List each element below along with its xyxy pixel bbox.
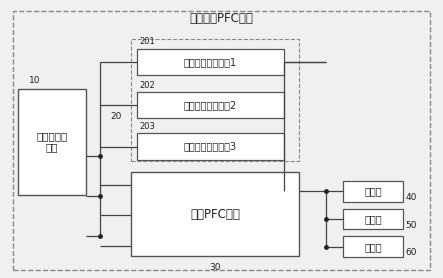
FancyBboxPatch shape — [18, 89, 86, 195]
Text: 共模干扰返回支路3: 共模干扰返回支路3 — [184, 142, 237, 152]
FancyBboxPatch shape — [137, 92, 284, 118]
FancyBboxPatch shape — [131, 172, 299, 256]
FancyBboxPatch shape — [137, 133, 284, 160]
FancyBboxPatch shape — [343, 208, 403, 229]
Text: 202: 202 — [140, 81, 155, 90]
Text: 50: 50 — [405, 221, 417, 230]
FancyBboxPatch shape — [343, 181, 403, 202]
Text: 三相电源输
入端: 三相电源输 入端 — [36, 131, 68, 153]
FancyBboxPatch shape — [343, 236, 403, 257]
Text: 正母线: 正母线 — [365, 186, 382, 196]
Text: 203: 203 — [140, 122, 155, 131]
Text: 40: 40 — [405, 193, 417, 202]
Text: 半母线: 半母线 — [365, 214, 382, 224]
Text: 30: 30 — [209, 263, 221, 272]
Text: 60: 60 — [405, 249, 417, 257]
Text: 共模干扰返回支路2: 共模干扰返回支路2 — [184, 100, 237, 110]
Text: 三相PFC电路: 三相PFC电路 — [190, 208, 240, 220]
Text: 三相有源PFC电路: 三相有源PFC电路 — [190, 12, 253, 25]
Text: 负母线: 负母线 — [365, 242, 382, 252]
Text: 10: 10 — [29, 76, 40, 85]
Text: 20: 20 — [110, 112, 122, 121]
FancyBboxPatch shape — [137, 49, 284, 75]
Text: 共模干扰返回支路1: 共模干扰返回支路1 — [184, 57, 237, 67]
Text: 201: 201 — [140, 37, 155, 46]
